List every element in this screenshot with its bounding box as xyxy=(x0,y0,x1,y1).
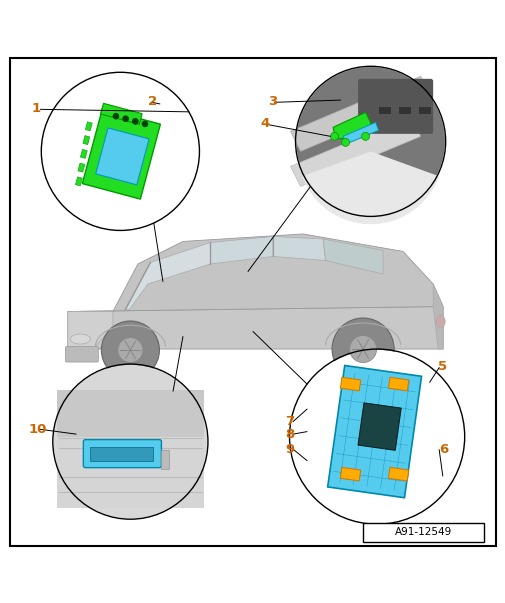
Polygon shape xyxy=(273,236,325,260)
Polygon shape xyxy=(340,377,360,391)
Circle shape xyxy=(341,138,349,147)
Text: 4: 4 xyxy=(260,118,269,130)
Polygon shape xyxy=(68,312,113,349)
FancyBboxPatch shape xyxy=(83,440,161,468)
Polygon shape xyxy=(388,377,408,391)
Circle shape xyxy=(118,338,142,362)
Bar xyxy=(90,447,153,461)
Circle shape xyxy=(113,113,119,119)
Bar xyxy=(377,106,390,114)
Polygon shape xyxy=(83,136,89,145)
Wedge shape xyxy=(301,151,438,224)
Polygon shape xyxy=(82,109,160,199)
Polygon shape xyxy=(85,122,92,131)
Circle shape xyxy=(122,116,128,122)
Text: A91-12549: A91-12549 xyxy=(394,527,451,537)
Text: 3: 3 xyxy=(268,95,277,108)
Polygon shape xyxy=(290,116,420,186)
Text: 1: 1 xyxy=(32,103,41,115)
Circle shape xyxy=(54,365,207,519)
Circle shape xyxy=(349,335,376,362)
Text: 10: 10 xyxy=(29,423,47,435)
FancyBboxPatch shape xyxy=(358,79,432,134)
Ellipse shape xyxy=(435,315,444,328)
Circle shape xyxy=(101,321,159,379)
Text: 9: 9 xyxy=(285,443,294,456)
Bar xyxy=(397,106,410,114)
Polygon shape xyxy=(78,163,85,172)
Polygon shape xyxy=(340,467,360,481)
Polygon shape xyxy=(210,236,273,264)
Polygon shape xyxy=(322,239,382,274)
Polygon shape xyxy=(432,284,442,349)
Circle shape xyxy=(330,132,338,140)
Circle shape xyxy=(42,73,198,230)
Bar xyxy=(161,450,169,469)
Polygon shape xyxy=(95,128,149,185)
Polygon shape xyxy=(290,77,430,151)
Polygon shape xyxy=(388,467,408,481)
Circle shape xyxy=(296,67,444,216)
Bar xyxy=(363,523,483,541)
Polygon shape xyxy=(125,242,210,310)
Text: 7: 7 xyxy=(285,415,294,428)
Circle shape xyxy=(132,118,138,124)
Polygon shape xyxy=(80,150,87,159)
Polygon shape xyxy=(75,177,82,186)
Polygon shape xyxy=(100,103,142,124)
Polygon shape xyxy=(68,234,442,312)
Polygon shape xyxy=(342,122,378,144)
Polygon shape xyxy=(68,306,442,349)
Bar xyxy=(57,438,204,508)
Circle shape xyxy=(290,350,463,523)
Bar xyxy=(57,390,204,437)
Text: 6: 6 xyxy=(438,443,447,456)
Circle shape xyxy=(142,121,147,127)
Polygon shape xyxy=(358,403,400,450)
Ellipse shape xyxy=(70,334,90,344)
Text: 5: 5 xyxy=(437,360,446,373)
Circle shape xyxy=(361,132,369,140)
Circle shape xyxy=(331,318,393,380)
Bar xyxy=(417,106,430,114)
Text: 8: 8 xyxy=(285,428,294,441)
Polygon shape xyxy=(332,112,370,139)
Polygon shape xyxy=(327,365,421,497)
Text: 2: 2 xyxy=(147,95,157,108)
FancyBboxPatch shape xyxy=(65,347,98,362)
